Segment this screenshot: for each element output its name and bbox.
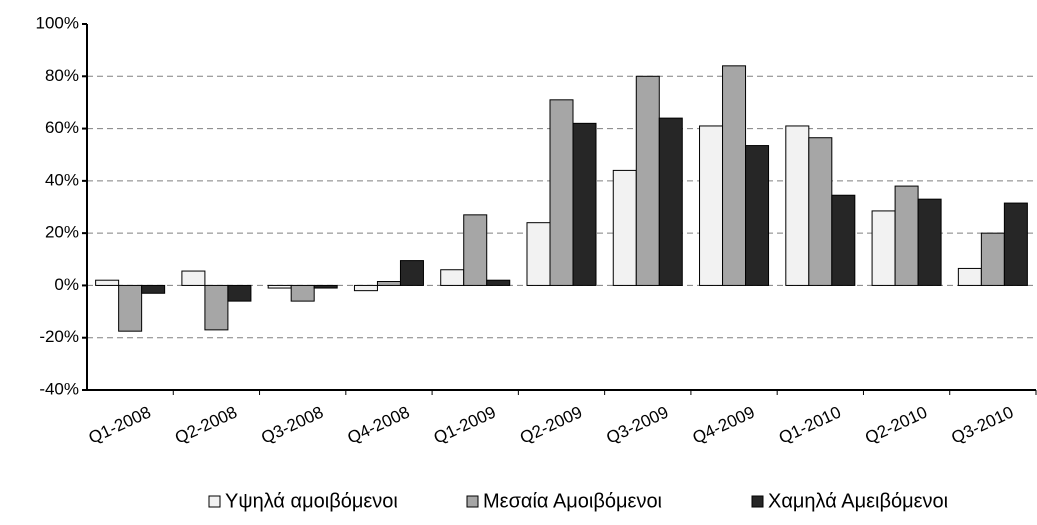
bar	[745, 145, 770, 286]
bar	[722, 65, 747, 286]
bar	[463, 214, 488, 286]
bar	[313, 284, 338, 289]
x-tick-label: Q3-2010	[948, 402, 1016, 447]
bar	[871, 210, 896, 286]
bar	[486, 279, 511, 286]
bar	[658, 117, 683, 286]
bar	[808, 137, 833, 286]
y-tick-label: 80%	[45, 66, 79, 85]
bar	[612, 169, 637, 286]
bar	[227, 284, 252, 302]
bar	[399, 260, 424, 286]
bar	[290, 284, 315, 302]
y-tick-label: -20%	[39, 327, 79, 346]
bar	[635, 75, 660, 286]
x-tick-label: Q1-2010	[776, 402, 844, 447]
legend-label: Χαμηλά Αμειβόμενοι	[768, 490, 948, 512]
x-tick-label: Q1-2009	[431, 402, 499, 447]
y-tick-label: -40%	[39, 379, 79, 398]
x-tick-label: Q3-2009	[603, 402, 671, 447]
bar	[980, 232, 1005, 286]
bar	[118, 284, 143, 332]
bar	[440, 269, 465, 286]
bar	[917, 198, 942, 286]
bar	[572, 122, 597, 286]
y-tick-label: 60%	[45, 118, 79, 137]
y-tick-label: 40%	[45, 170, 79, 189]
bar	[141, 284, 166, 294]
x-tick-label: Q2-2008	[172, 402, 240, 447]
legend-swatch	[466, 495, 479, 508]
bar	[95, 279, 120, 286]
y-tick-label: 100%	[36, 13, 79, 32]
x-tick-label: Q2-2010	[862, 402, 930, 447]
bar	[204, 284, 229, 331]
bar	[267, 284, 292, 289]
y-tick-label: 0%	[54, 275, 79, 294]
bar	[785, 125, 810, 286]
legend-swatch	[208, 495, 221, 508]
x-tick-label: Q2-2009	[517, 402, 585, 447]
bar	[699, 125, 724, 286]
x-tick-label: Q4-2008	[345, 402, 413, 447]
bar	[526, 222, 551, 286]
legend-swatch	[751, 495, 764, 508]
legend-label: Υψηλά αμοιβόμενοι	[225, 490, 398, 512]
bar	[957, 267, 982, 286]
x-tick-label: Q3-2008	[258, 402, 326, 447]
bar	[181, 270, 206, 286]
bar	[353, 284, 378, 292]
x-tick-label: Q4-2009	[690, 402, 758, 447]
bar	[549, 99, 574, 286]
legend-label: Μεσαία Αμοιβόμενοι	[483, 490, 662, 512]
bar	[376, 281, 401, 286]
y-tick-label: 20%	[45, 223, 79, 242]
bar	[894, 185, 919, 286]
x-tick-label: Q1-2008	[86, 402, 154, 447]
bar	[1003, 202, 1028, 286]
bar	[831, 194, 856, 286]
